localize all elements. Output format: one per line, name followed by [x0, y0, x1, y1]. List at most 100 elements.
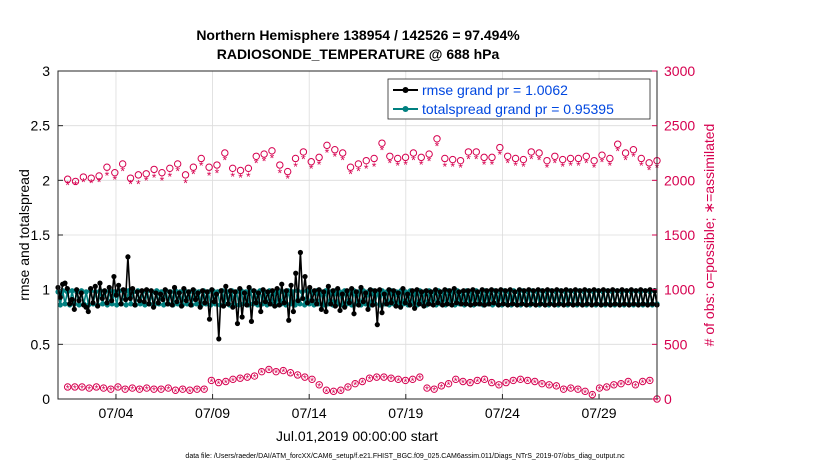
- obs-low-possible-marker: [408, 375, 417, 384]
- obs-low-possible-marker: [322, 386, 331, 394]
- rmse-marker: [638, 287, 644, 293]
- obs-low-assimilated-marker: *: [626, 379, 630, 390]
- rmse-marker: [645, 302, 651, 308]
- rmse-marker: [449, 302, 455, 308]
- rmse-marker: [76, 298, 82, 304]
- obs-possible-marker: [221, 149, 229, 157]
- rmse-marker: [514, 302, 520, 308]
- obs-low-possible-marker: [531, 377, 539, 386]
- rmse-marker: [384, 301, 390, 307]
- rmse-marker: [297, 249, 303, 256]
- legend-label-spread: totalspread grand pr = 0.95395: [422, 101, 614, 117]
- rmse-marker: [88, 285, 94, 292]
- obs-low-assimilated-marker: *: [217, 380, 221, 391]
- obs-low-possible-marker: [351, 379, 359, 388]
- rmse-marker: [127, 295, 133, 302]
- rmse-marker: [74, 287, 80, 293]
- x-tick-label: 07/14: [292, 405, 327, 421]
- rmse-marker: [255, 290, 262, 296]
- rmse-marker: [579, 302, 586, 308]
- spread-marker: [57, 302, 63, 308]
- obs-possible-marker: [582, 152, 590, 160]
- obs-low-possible-marker: [437, 382, 446, 390]
- obs-assimilated-marker: *: [191, 168, 196, 182]
- obs-low-possible-marker: [380, 373, 388, 381]
- obs-possible-marker: [606, 154, 614, 163]
- rmse-marker: [146, 301, 152, 307]
- obs-low-assimilated-marker: *: [619, 381, 623, 392]
- obs-low-assimilated-marker: *: [518, 376, 522, 387]
- rmse-marker: [102, 288, 108, 294]
- rmse-marker: [570, 302, 576, 308]
- rmse-marker: [83, 304, 89, 310]
- rmse-marker: [607, 302, 613, 308]
- rmse-marker: [444, 301, 450, 307]
- rmse-marker: [549, 288, 555, 294]
- rmse-marker: [421, 303, 427, 309]
- obs-possible-marker: [480, 153, 488, 162]
- obs-assimilated-marker: *: [270, 151, 275, 165]
- obs-low-possible-marker: [487, 378, 496, 387]
- obs-low-assimilated-marker: *: [224, 379, 228, 390]
- rmse-marker: [202, 300, 208, 306]
- rmse-marker: [223, 283, 229, 289]
- obs-low-assimilated-marker: *: [159, 386, 163, 397]
- rmse-marker: [314, 301, 320, 307]
- rmse-marker: [307, 284, 313, 291]
- rmse-marker: [162, 287, 168, 293]
- rmse-marker: [286, 317, 292, 323]
- obs-possible-marker: [464, 148, 473, 156]
- rmse-marker: [239, 314, 245, 320]
- rmse-marker: [349, 285, 355, 292]
- y-left-tick-label: 1.5: [31, 227, 51, 243]
- obs-assimilated-marker: *: [545, 161, 550, 175]
- obs-low-assimilated-marker: *: [497, 382, 501, 393]
- obs-assimilated-marker: *: [325, 146, 330, 160]
- obs-possible-marker: [260, 150, 268, 158]
- rmse-marker: [500, 301, 506, 307]
- obs-possible-marker: [535, 149, 543, 157]
- obs-low-assimilated-marker: *: [590, 392, 594, 403]
- obs-low-possible-marker: [308, 375, 316, 384]
- obs-low-possible-marker: [509, 376, 517, 385]
- rmse-marker: [302, 273, 308, 280]
- obs-possible-marker: [598, 151, 606, 159]
- obs-assimilated-marker: *: [450, 160, 455, 174]
- obs-assimilated-marker: *: [128, 178, 133, 192]
- rmse-marker: [498, 287, 504, 293]
- rmse-marker: [456, 289, 462, 295]
- rmse-marker: [190, 287, 196, 293]
- obs-assimilated-marker: *: [631, 150, 636, 164]
- obs-low-possible-marker: [552, 382, 561, 390]
- obs-assimilated-marker: *: [89, 176, 94, 190]
- obs-low-assimilated-marker: *: [432, 386, 436, 397]
- obs-low-possible-marker: [164, 384, 172, 392]
- rmse-marker: [136, 298, 143, 304]
- obs-possible-marker: [496, 143, 504, 152]
- y-left-tick-label: 3: [42, 63, 50, 79]
- obs-low-possible-marker: [502, 378, 510, 387]
- obs-low-possible-marker: [624, 377, 632, 386]
- obs-low-possible-marker: [416, 373, 424, 381]
- rmse-marker: [209, 287, 215, 293]
- rmse-marker: [337, 307, 343, 314]
- rmse-marker: [225, 301, 231, 307]
- y-left-tick-label: 2: [42, 172, 50, 188]
- rmse-marker: [346, 300, 352, 306]
- obs-possible-marker: [236, 166, 245, 175]
- obs-low-assimilated-marker: *: [425, 385, 429, 396]
- obs-possible-marker: [95, 172, 103, 180]
- rmse-marker: [474, 289, 481, 295]
- obs-low-assimilated-marker: *: [583, 388, 587, 399]
- obs-low-possible-marker: [243, 373, 252, 381]
- rmse-marker: [155, 300, 161, 306]
- rmse-marker: [467, 302, 474, 308]
- obs-low-possible-marker: [344, 383, 352, 391]
- x-axis-label: Jul.01,2019 00:00:00 start: [276, 428, 438, 444]
- obs-assimilated-marker: *: [160, 174, 165, 188]
- rmse-marker: [507, 287, 513, 293]
- obs-low-assimilated-marker: *: [533, 379, 537, 390]
- rmse-marker: [160, 296, 166, 303]
- rmse-marker: [120, 287, 126, 293]
